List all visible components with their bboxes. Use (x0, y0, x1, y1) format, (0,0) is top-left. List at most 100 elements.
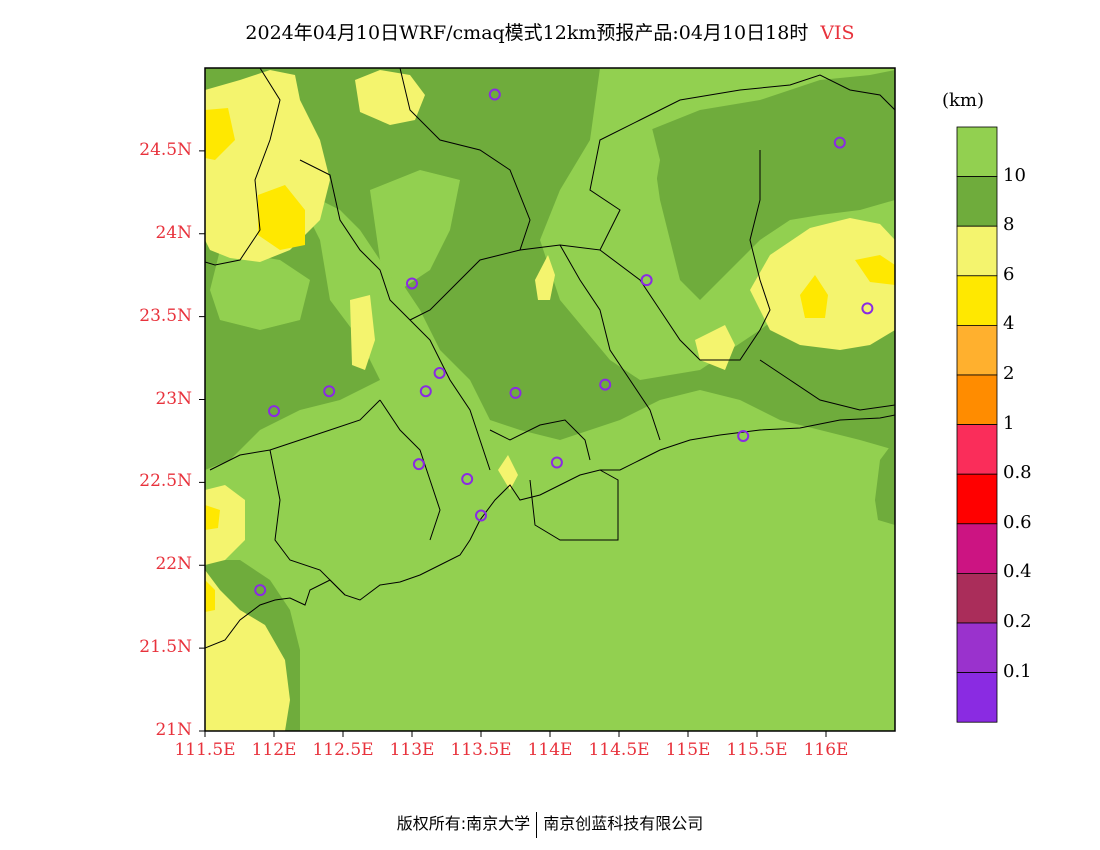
title-text: 2024年04月10日WRF/cmaq模式12km预报产品:04月10日18时 (245, 22, 809, 44)
lon-label: 116E (803, 740, 849, 760)
colorbar-swatch (956, 225, 998, 277)
lat-label: 24N (155, 222, 192, 243)
station-marker (254, 584, 267, 597)
city-border-6 (269, 449, 346, 596)
vis-4-6-zone-northwest-1 (258, 185, 305, 250)
station-marker (419, 385, 432, 398)
footer-separator (536, 811, 538, 838)
vis-6-8-zone-coast (498, 455, 518, 490)
map-title: 2024年04月10日WRF/cmaq模式12km预报产品:04月10日18时 V… (0, 18, 1100, 45)
colorbar-swatch (956, 374, 998, 425)
axis-ticks (199, 150, 827, 737)
colorbar (956, 126, 998, 723)
province-border-north-2 (399, 68, 895, 251)
station-marker (599, 378, 612, 391)
lat-label: 21.5N (139, 637, 192, 658)
vis-10-pocket-3 (210, 250, 310, 330)
lon-label: 112E (251, 740, 297, 760)
vis-6-8-zone-east (750, 218, 895, 350)
colorbar-swatch (956, 176, 998, 227)
vis-6-8-zone-southwest (205, 570, 290, 731)
colorbar-level-label: 0.1 (1003, 660, 1032, 682)
colorbar-level-label: 1 (1003, 412, 1015, 434)
station-marker (833, 136, 846, 149)
colorbar-level-label: 8 (1003, 214, 1015, 236)
lon-label: 115.5E (726, 740, 788, 760)
vis-10-pocket-2 (590, 120, 660, 260)
colorbar-level-label: 2 (1003, 363, 1015, 384)
colorbar-swatch (956, 473, 998, 525)
city-border-9 (759, 359, 895, 411)
colorbar-level-label: 0.6 (1003, 511, 1032, 533)
station-marker (550, 456, 563, 469)
station-marker (406, 277, 418, 290)
lat-label: 23.5N (139, 305, 192, 326)
lat-label: 23N (155, 388, 192, 409)
city-border-5 (209, 399, 381, 471)
vis-6-8-zone-centre (695, 325, 735, 370)
lat-label: 24.5N (139, 139, 192, 160)
lon-label: 115E (665, 740, 711, 760)
city-border-10 (379, 399, 441, 541)
vis-6-8-zone-north-centre (535, 255, 555, 300)
lon-label: 113E (389, 740, 435, 760)
vis-6-8-zone-southwest-upper (205, 485, 245, 565)
station-marker (861, 302, 874, 315)
colorbar-swatch (956, 324, 998, 376)
province-border-north (205, 68, 281, 266)
station-marker (433, 366, 446, 379)
city-border-1 (299, 159, 491, 471)
colorbar-swatch (956, 523, 998, 574)
footer: 版权所有:南京大学 南京创蓝科技有限公司 (0, 810, 1100, 838)
colorbar-swatch (956, 573, 998, 624)
colorbar-swatch (956, 672, 998, 723)
lat-label: 21N (155, 720, 192, 740)
vis-8-10-zone-north (205, 68, 895, 450)
colorbar-level-label: 0.2 (1003, 611, 1032, 632)
lon-label: 114E (527, 740, 573, 760)
station-marker (737, 429, 750, 442)
company-text: 南京创蓝科技有限公司 (543, 814, 704, 833)
colorbar-level-label: 4 (1003, 313, 1015, 335)
vis-8-10-zone-southeast (875, 440, 895, 525)
colorbar-level-label: 0.4 (1003, 561, 1032, 583)
colorbar-swatch (956, 275, 998, 326)
colorbar-swatch (956, 622, 998, 673)
vis-6-8-zone-mid (350, 295, 375, 370)
visibility-field (205, 68, 895, 731)
lon-label: 111.5E (174, 740, 236, 760)
vis-4-6-zone-northwest-2 (205, 108, 235, 160)
station-marker (461, 473, 474, 486)
station-marker (640, 274, 653, 287)
station-markers (254, 88, 874, 597)
city-border-8 (489, 419, 591, 461)
station-marker (509, 386, 522, 399)
colorbar-swatch (956, 126, 998, 177)
colorbar-level-label: 6 (1003, 263, 1015, 285)
variable-name: VIS (820, 22, 855, 44)
lon-label: 113.5E (450, 740, 512, 760)
colorbar-unit: (km) (942, 90, 985, 111)
station-marker (412, 458, 425, 471)
colorbar-swatch (956, 424, 998, 475)
station-marker (488, 88, 501, 101)
vis-8-10-zone-east (650, 70, 895, 300)
station-marker (323, 385, 336, 398)
vis-4-6-zone-east-edge (855, 255, 895, 285)
station-marker (475, 509, 487, 522)
vis-10-pocket-1 (370, 170, 460, 290)
city-border-3 (559, 244, 661, 441)
vis-4-6-zone-southwest (205, 580, 215, 612)
lat-label: 22N (155, 554, 192, 575)
city-border-7 (529, 469, 619, 541)
copyright-text: 版权所有:南京大学 (396, 814, 531, 833)
city-border-4 (599, 150, 771, 361)
vis-4-6-zone-east (800, 275, 828, 318)
vis-4-6-zone-west-edge (205, 505, 220, 530)
lat-label: 22.5N (139, 471, 192, 492)
lon-label: 114.5E (588, 740, 650, 760)
city-border-2 (409, 249, 521, 321)
vis-6-8-zone-north (355, 70, 425, 125)
colorbar-level-label: 10 (1003, 164, 1026, 186)
